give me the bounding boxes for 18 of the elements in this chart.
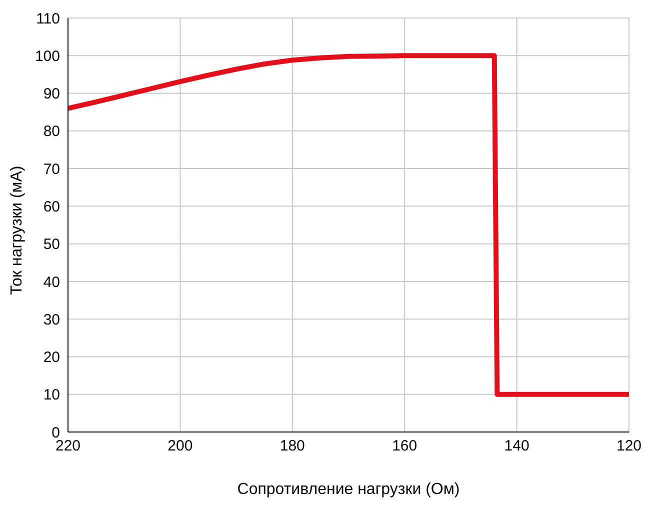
y-tick-label: 80 bbox=[43, 123, 60, 140]
y-tick-label: 110 bbox=[36, 10, 60, 28]
x-tick-label: 180 bbox=[280, 438, 305, 455]
x-tick-label: 160 bbox=[392, 438, 418, 455]
y-tick-label: 40 bbox=[43, 274, 60, 291]
x-axis-title: Сопротивление нагрузки (Ом) bbox=[237, 481, 460, 498]
y-tick-label: 100 bbox=[34, 48, 60, 65]
y-tick-label: 60 bbox=[43, 198, 60, 216]
x-tick-label: 140 bbox=[504, 438, 530, 455]
y-tick-label: 90 bbox=[43, 86, 60, 103]
y-axis-title: Ток нагрузки (мА) bbox=[8, 166, 26, 295]
y-tick-label: 50 bbox=[43, 236, 60, 254]
y-tick-label: 10 bbox=[43, 386, 60, 404]
y-tick-label: 30 bbox=[43, 311, 60, 328]
x-tick-label: 120 bbox=[616, 438, 642, 455]
x-tick-label: 200 bbox=[168, 438, 193, 455]
y-tick-label: 70 bbox=[43, 160, 60, 178]
y-tick-label: 20 bbox=[43, 349, 60, 366]
